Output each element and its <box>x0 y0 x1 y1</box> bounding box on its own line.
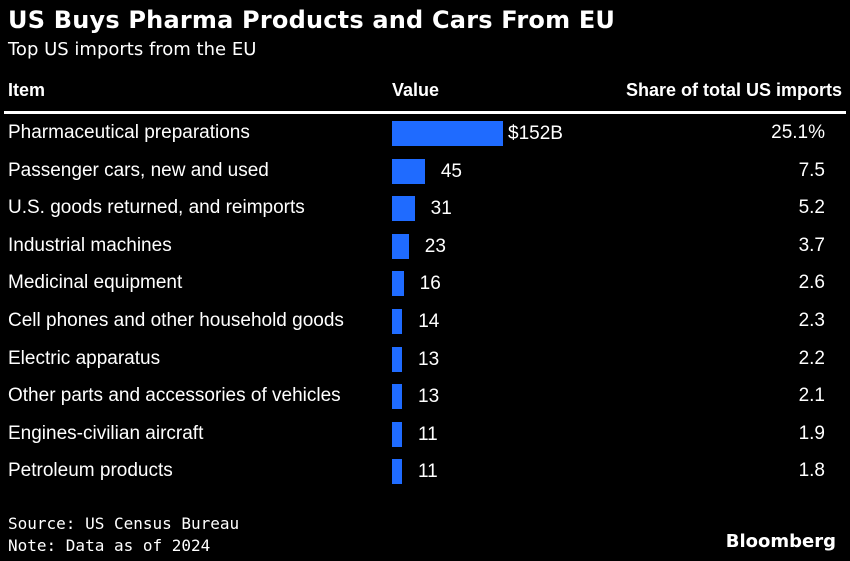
table-row: Industrial machines 23 3.7 <box>0 227 850 265</box>
table-row: Engines-civilian aircraft 11 1.9 <box>0 415 850 453</box>
value-label: 11 <box>418 461 438 483</box>
value-bar <box>392 459 402 485</box>
share-value: 7.5 <box>798 159 825 181</box>
value-label: 31 <box>430 198 452 220</box>
chart-subtitle: Top US imports from the EU <box>8 39 257 60</box>
row-item-label: U.S. goods returned, and reimports <box>8 197 305 219</box>
value-bar <box>392 121 503 146</box>
column-header-item: Item <box>8 80 46 100</box>
row-item-label: Industrial machines <box>8 234 172 256</box>
share-value: 1.8 <box>798 460 825 482</box>
value-label: 45 <box>440 160 462 182</box>
value-label: $152B <box>508 123 563 144</box>
column-header-share: Share of total US imports <box>625 80 842 100</box>
value-bar <box>392 384 402 410</box>
table-row: Electric apparatus 13 2.2 <box>0 340 850 378</box>
table-row: Other parts and accessories of vehicles 1… <box>0 377 850 415</box>
value-label: 16 <box>419 273 441 295</box>
value-bar <box>392 233 409 259</box>
table-row: Passenger cars, new and used 45 7.5 <box>0 152 850 190</box>
header-rule <box>4 111 846 114</box>
value-bar <box>392 196 415 222</box>
share-value: 5.2 <box>798 197 825 219</box>
share-value: 2.1 <box>798 385 825 407</box>
value-label: 14 <box>418 311 440 332</box>
column-header-value: Value <box>392 80 440 100</box>
source-note: Source: US Census Bureau <box>8 514 240 533</box>
value-bar <box>392 346 402 372</box>
table-row: U.S. goods returned, and reimports 31 5.2 <box>0 189 850 227</box>
value-bar <box>392 421 402 447</box>
value-label: 13 <box>418 348 440 370</box>
share-value: 2.2 <box>798 347 825 369</box>
row-item-label: Medicinal equipment <box>8 272 183 294</box>
row-item-label: Engines-civilian aircraft <box>8 422 204 444</box>
row-item-label: Cell phones and other household goods <box>8 310 344 331</box>
row-item-label: Pharmaceutical preparations <box>8 122 250 143</box>
value-bar <box>392 309 403 334</box>
row-item-label: Petroleum products <box>8 460 173 482</box>
table-row: Pharmaceutical preparations $152B 25.1% <box>0 114 850 152</box>
chart-title: US Buys Pharma Products and Cars From EU <box>8 6 616 34</box>
value-label: 23 <box>424 235 446 257</box>
value-label: 13 <box>418 386 440 408</box>
share-value: 2.6 <box>798 272 825 294</box>
share-value: 25.1% <box>771 122 825 143</box>
share-value: 2.3 <box>798 310 825 331</box>
data-note: Note: Data as of 2024 <box>8 536 211 555</box>
row-item-label: Passenger cars, new and used <box>8 159 269 181</box>
value-label: 11 <box>418 423 438 445</box>
row-item-label: Other parts and accessories of vehicles <box>8 385 341 407</box>
table-row: Petroleum products 11 1.8 <box>0 452 850 490</box>
share-value: 1.9 <box>798 422 825 444</box>
value-bar <box>392 271 404 297</box>
row-item-label: Electric apparatus <box>8 347 161 369</box>
table-row: Medicinal equipment 16 2.6 <box>0 264 850 302</box>
bloomberg-logo: Bloomberg <box>725 531 836 552</box>
value-bar <box>392 158 425 184</box>
table-row: Cell phones and other household goods 14 2… <box>0 302 850 340</box>
share-value: 3.7 <box>798 234 825 256</box>
